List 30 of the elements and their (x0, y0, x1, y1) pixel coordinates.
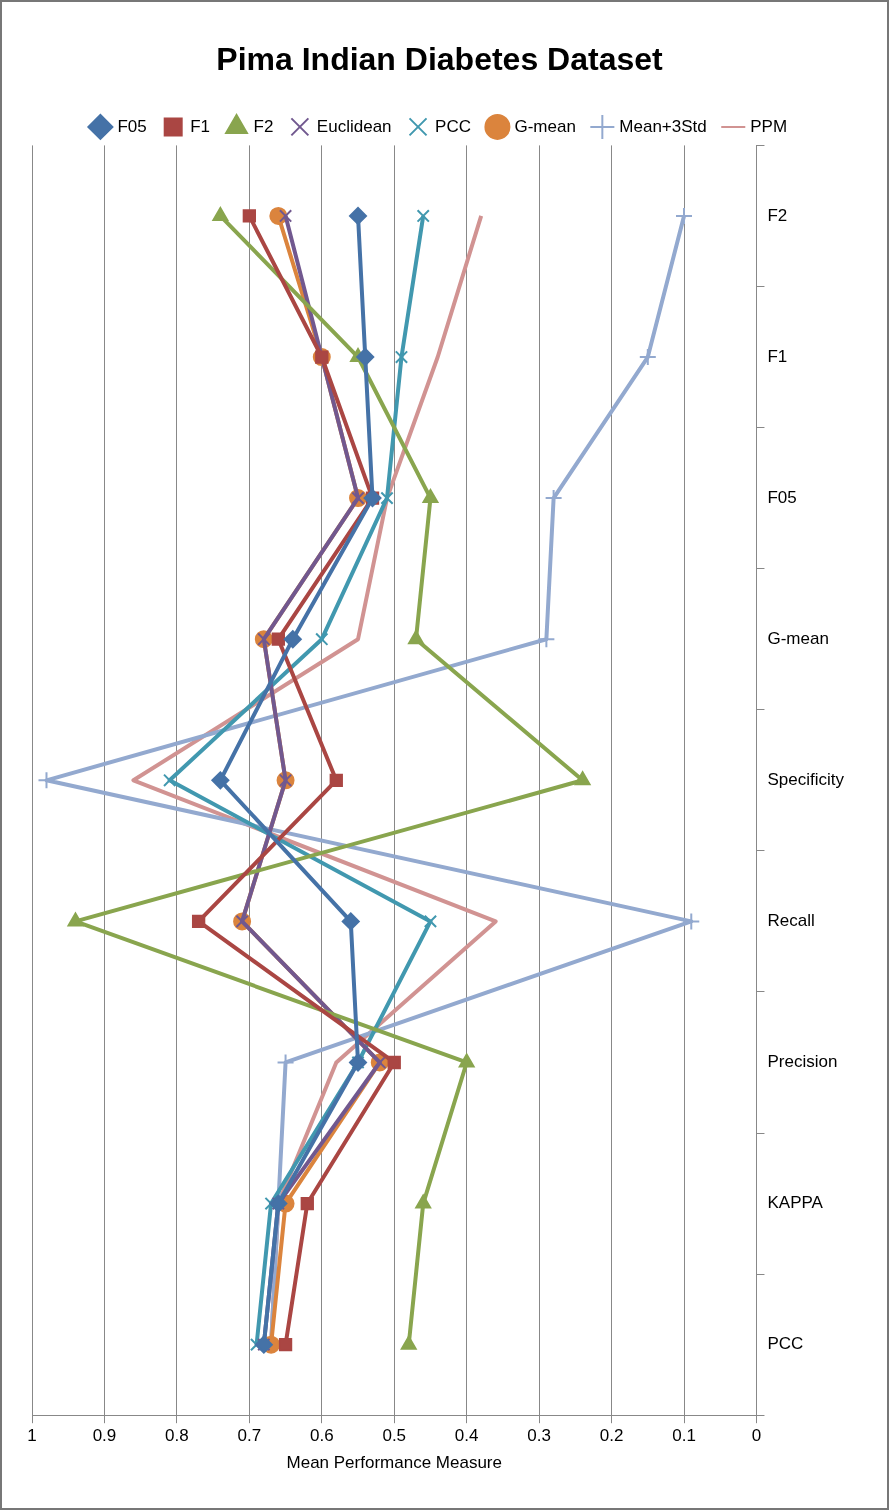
y-tick-label: F1 (767, 346, 788, 366)
x-axis-title: Mean Performance Measure (286, 1453, 502, 1473)
y-tick-label: Precision (767, 1052, 838, 1072)
x-tick-label: 0.1 (672, 1426, 696, 1446)
legend-label: F2 (253, 116, 274, 136)
y-tick-label: F2 (767, 205, 788, 225)
legend-label: F05 (117, 116, 147, 136)
y-tick-label: G-mean (767, 628, 829, 648)
x-tick-label: 0.3 (527, 1426, 551, 1446)
chart-title: Pima Indian Diabetes Dataset (216, 41, 664, 78)
legend-label: Euclidean (316, 116, 392, 136)
x-tick-label: 0.9 (92, 1426, 117, 1446)
legend-label: F1 (190, 116, 211, 136)
y-tick-label: PCC (767, 1334, 804, 1354)
x-tick-label: 0.2 (599, 1426, 624, 1446)
legend-label: PPM (750, 116, 788, 136)
legend-label: Mean+3Std (619, 116, 707, 136)
legend-label: G-mean (514, 116, 576, 136)
x-tick-label: 0.6 (309, 1426, 334, 1446)
legend-label: PCC (435, 116, 471, 136)
y-tick-label: F05 (767, 487, 797, 507)
x-tick-label: 0.8 (165, 1426, 189, 1446)
y-tick-label: Specificity (767, 769, 845, 789)
x-tick-label: 0.4 (454, 1426, 479, 1446)
x-tick-label: 0.7 (237, 1426, 262, 1446)
x-tick-label: 0.5 (382, 1426, 407, 1446)
x-tick-label: 1 (27, 1426, 37, 1446)
x-tick-label: 0 (751, 1426, 762, 1446)
y-tick-label: Recall (767, 911, 815, 931)
y-tick-label: KAPPA (767, 1193, 824, 1213)
